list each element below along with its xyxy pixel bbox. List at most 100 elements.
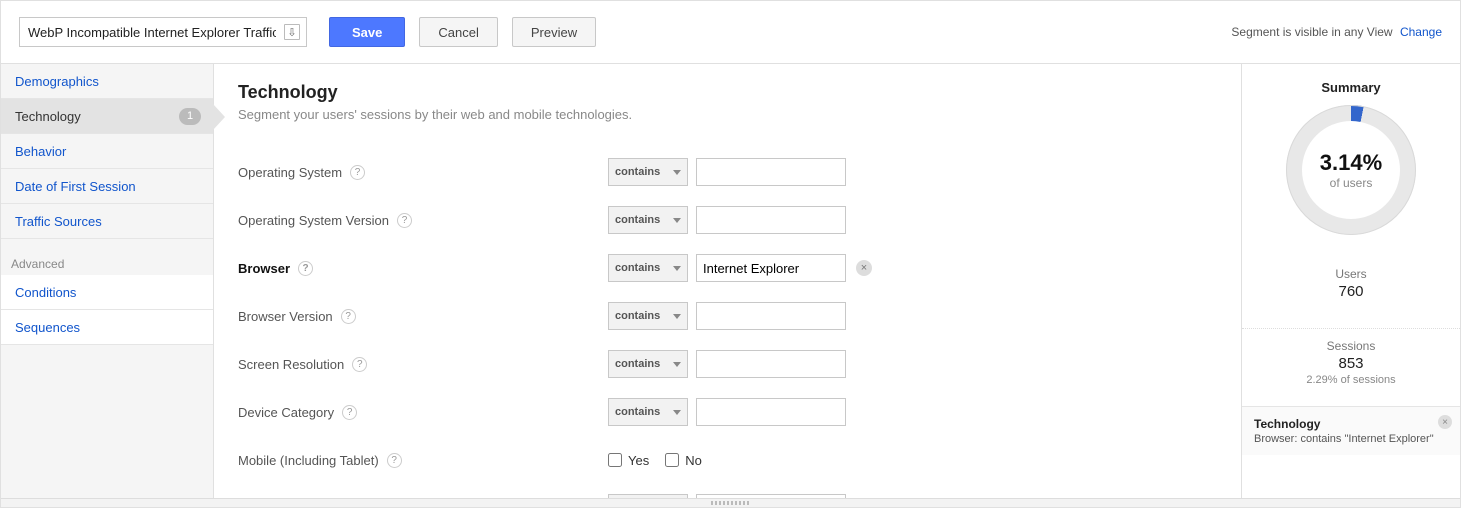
sidebar-item-traffic-sources[interactable]: Traffic Sources: [1, 204, 213, 239]
filter-label: Operating System Version?: [238, 213, 608, 228]
operator-select[interactable]: contains: [608, 206, 688, 234]
summary-percent: 3.14%: [1320, 150, 1382, 176]
sidebar-item-sequences[interactable]: Sequences: [1, 310, 213, 345]
main: DemographicsTechnology1BehaviorDate of F…: [1, 64, 1460, 499]
filter-row: Mobile Device Branding?contains: [238, 484, 1217, 499]
operator-select[interactable]: contains: [608, 158, 688, 186]
summary-panel: Summary 3.14% of users Users 760 Session…: [1242, 64, 1460, 499]
operator-select[interactable]: contains: [608, 398, 688, 426]
donut-center: 3.14% of users: [1286, 105, 1416, 235]
summary-sessions-note: 2.29% of sessions: [1242, 374, 1460, 386]
summary-sessions: Sessions 853 2.29% of sessions: [1242, 328, 1460, 396]
preview-button[interactable]: Preview: [512, 17, 596, 47]
help-icon[interactable]: ?: [298, 261, 313, 276]
clear-filter-icon[interactable]: ×: [856, 260, 872, 276]
change-visibility-link[interactable]: Change: [1400, 25, 1442, 39]
help-icon[interactable]: ?: [350, 165, 365, 180]
summary-filter-title: Technology: [1254, 417, 1448, 431]
summary-sessions-label: Sessions: [1242, 339, 1460, 353]
filter-label: Device Category?: [238, 405, 608, 420]
filter-row: Device Category?contains: [238, 388, 1217, 436]
visibility-label: Segment is visible in any View: [1231, 25, 1392, 39]
filter-label: Mobile (Including Tablet)?: [238, 453, 608, 468]
filter-label: Screen Resolution?: [238, 357, 608, 372]
save-button[interactable]: Save: [329, 17, 405, 47]
panel-heading: Technology: [238, 82, 1217, 103]
segment-builder-panel: ⇩ Save Cancel Preview Segment is visible…: [0, 0, 1461, 508]
help-icon[interactable]: ?: [352, 357, 367, 372]
help-icon[interactable]: ?: [397, 213, 412, 228]
sidebar-item-count: 1: [179, 108, 201, 125]
chevron-down-icon: [673, 362, 681, 367]
sidebar-item-technology[interactable]: Technology1: [1, 99, 213, 134]
filter-value-input[interactable]: [696, 398, 846, 426]
operator-label: contains: [615, 262, 660, 274]
topbar: ⇩ Save Cancel Preview Segment is visible…: [1, 1, 1460, 64]
checkbox-label: No: [685, 453, 702, 468]
filter-value-input[interactable]: [696, 206, 846, 234]
import-icon[interactable]: ⇩: [284, 24, 300, 40]
operator-select[interactable]: contains: [608, 254, 688, 282]
chevron-down-icon: [673, 170, 681, 175]
filter-row: Operating System? contains: [238, 148, 1217, 196]
filter-value-input[interactable]: [696, 302, 846, 330]
sidebar-item-demographics[interactable]: Demographics: [1, 64, 213, 99]
resize-handle[interactable]: [1, 498, 1460, 507]
yes-checkbox[interactable]: [608, 453, 622, 467]
summary-active-filter: Technology Browser: contains "Internet E…: [1242, 406, 1460, 455]
panel-subheading: Segment your users' sessions by their we…: [238, 107, 1217, 122]
filter-value-input[interactable]: [696, 350, 846, 378]
filter-label-text: Browser Version: [238, 309, 333, 324]
no-checkbox[interactable]: [665, 453, 679, 467]
summary-users-value: 760: [1242, 283, 1460, 300]
cancel-button[interactable]: Cancel: [419, 17, 497, 47]
filter-value-input[interactable]: [696, 158, 846, 186]
summary-filter-remove[interactable]: ×: [1438, 415, 1452, 429]
sidebar-item-behavior[interactable]: Behavior: [1, 134, 213, 169]
yesno-group: Yes No: [608, 453, 702, 468]
sidebar: DemographicsTechnology1BehaviorDate of F…: [1, 64, 214, 499]
summary-donut-chart: 3.14% of users: [1286, 105, 1416, 235]
filter-label-text: Device Category: [238, 405, 334, 420]
filter-label-text: Operating System Version: [238, 213, 389, 228]
segment-name-input[interactable]: [19, 17, 307, 47]
filter-label: Browser?: [238, 261, 608, 276]
filter-value-input[interactable]: [696, 254, 846, 282]
sidebar-item-conditions[interactable]: Conditions: [1, 275, 213, 310]
filter-row: Browser Version? contains: [238, 292, 1217, 340]
content-panel: Technology Segment your users' sessions …: [214, 64, 1242, 499]
chevron-down-icon: [673, 266, 681, 271]
operator-select[interactable]: contains: [608, 350, 688, 378]
no-option[interactable]: No: [665, 453, 702, 468]
summary-users-label: Users: [1242, 267, 1460, 281]
filter-row: Screen Resolution? contains: [238, 340, 1217, 388]
help-icon[interactable]: ?: [341, 309, 356, 324]
filter-label-text: Screen Resolution: [238, 357, 344, 372]
summary-users: Users 760: [1242, 257, 1460, 310]
summary-filter-desc: Browser: contains "Internet Explorer": [1254, 433, 1448, 445]
summary-heading: Summary: [1242, 80, 1460, 95]
help-icon[interactable]: ?: [387, 453, 402, 468]
filter-row: Operating System Version?contains: [238, 196, 1217, 244]
sidebar-item-date-of-first-session[interactable]: Date of First Session: [1, 169, 213, 204]
summary-percent-label: of users: [1330, 176, 1373, 190]
grip-icon: [711, 501, 751, 505]
filter-label: Browser Version?: [238, 309, 608, 324]
yes-option[interactable]: Yes: [608, 453, 649, 468]
sidebar-advanced-label: Advanced: [1, 239, 213, 275]
filter-row: Browser? contains ×: [238, 244, 1217, 292]
operator-label: contains: [615, 166, 660, 178]
segment-name-wrap: ⇩: [19, 17, 307, 47]
help-icon[interactable]: ?: [342, 405, 357, 420]
chevron-down-icon: [673, 314, 681, 319]
visibility-text: Segment is visible in any View Change: [1231, 25, 1442, 39]
operator-label: contains: [615, 358, 660, 370]
summary-sessions-value: 853: [1242, 355, 1460, 372]
operator-select[interactable]: contains: [608, 302, 688, 330]
chevron-down-icon: [673, 410, 681, 415]
filter-label-text: Operating System: [238, 165, 342, 180]
filter-row: Mobile (Including Tablet)?Yes No: [238, 436, 1217, 484]
chevron-down-icon: [673, 218, 681, 223]
operator-label: contains: [615, 310, 660, 322]
filter-label-text: Browser: [238, 261, 290, 276]
